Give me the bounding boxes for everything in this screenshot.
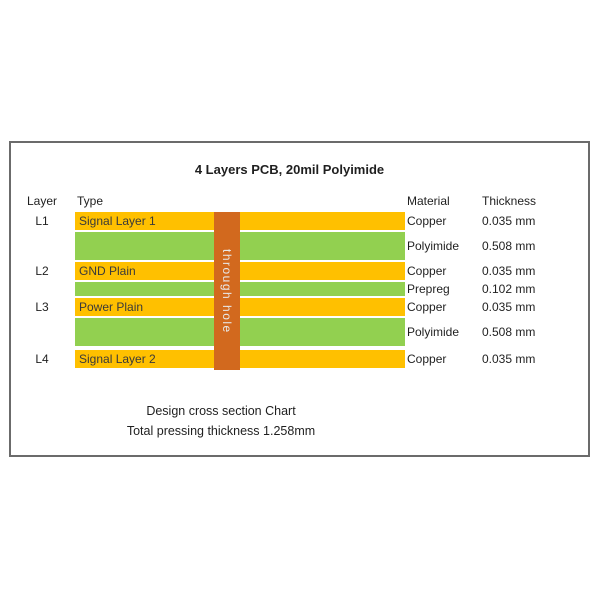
column-header-layer: Layer — [26, 194, 58, 208]
copper-bar-l2: GND Plain — [75, 262, 405, 280]
through-hole-label: through hole — [220, 248, 234, 334]
layer-type-label: GND Plain — [79, 264, 136, 278]
dielectric-bar-prepreg — [75, 282, 405, 296]
chart-title: 4 Layers PCB, 20mil Polyimide — [194, 162, 385, 177]
column-header-type: Type — [77, 194, 104, 208]
stack-row-prepreg: Prepreg 0.102 mm — [11, 282, 588, 296]
dielectric-bar-polyimide-2 — [75, 318, 405, 346]
footer-caption: Design cross section Chart — [146, 404, 296, 418]
stack-row-polyimide-1: Polyimide 0.508 mm — [11, 232, 588, 260]
stack-row-l3-copper: L3 Power Plain Copper 0.035 mm — [11, 298, 588, 316]
thickness-value: 0.035 mm — [482, 264, 536, 278]
thickness-value: 0.102 mm — [482, 282, 536, 296]
thickness-value: 0.035 mm — [482, 300, 536, 314]
copper-bar-l4: Signal Layer 2 — [75, 350, 405, 368]
column-headers: Layer Type Material Thickness — [11, 194, 588, 209]
layer-label-l3: L3 — [35, 300, 49, 314]
stack-row-l2-copper: L2 GND Plain Copper 0.035 mm — [11, 262, 588, 280]
layer-label-l1: L1 — [35, 214, 49, 228]
column-header-thickness: Thickness — [482, 194, 537, 208]
stack-row-l1-copper: L1 Signal Layer 1 Copper 0.035 mm — [11, 212, 588, 230]
footer-notes: Design cross section Chart Total pressin… — [11, 401, 431, 441]
through-hole-bar: through hole — [214, 212, 240, 370]
material-label: Prepreg — [407, 282, 450, 296]
layer-stack: L1 Signal Layer 1 Copper 0.035 mm Polyim… — [11, 212, 588, 370]
material-label: Copper — [407, 264, 447, 278]
stack-row-polyimide-2: Polyimide 0.508 mm — [11, 318, 588, 346]
material-label: Polyimide — [407, 239, 460, 253]
dielectric-bar-polyimide-1 — [75, 232, 405, 260]
material-label: Copper — [407, 300, 447, 314]
thickness-value: 0.508 mm — [482, 239, 536, 253]
layer-type-label: Signal Layer 1 — [79, 214, 156, 228]
layer-type-label: Power Plain — [79, 300, 144, 314]
footer-total-thickness: Total pressing thickness 1.258mm — [126, 424, 316, 438]
layer-type-label: Signal Layer 2 — [79, 352, 156, 366]
material-label: Copper — [407, 214, 447, 228]
column-header-material: Material — [407, 194, 450, 208]
layer-label-l4: L4 — [35, 352, 49, 366]
material-label: Polyimide — [407, 325, 460, 339]
copper-bar-l3: Power Plain — [75, 298, 405, 316]
material-label: Copper — [407, 352, 447, 366]
thickness-value: 0.508 mm — [482, 325, 536, 339]
layer-label-l2: L2 — [35, 264, 49, 278]
stack-row-l4-copper: L4 Signal Layer 2 Copper 0.035 mm — [11, 350, 588, 368]
thickness-value: 0.035 mm — [482, 352, 536, 366]
thickness-value: 0.035 mm — [482, 214, 536, 228]
copper-bar-l1: Signal Layer 1 — [75, 212, 405, 230]
stackup-frame: 4 Layers PCB, 20mil Polyimide Layer Type… — [9, 141, 590, 457]
